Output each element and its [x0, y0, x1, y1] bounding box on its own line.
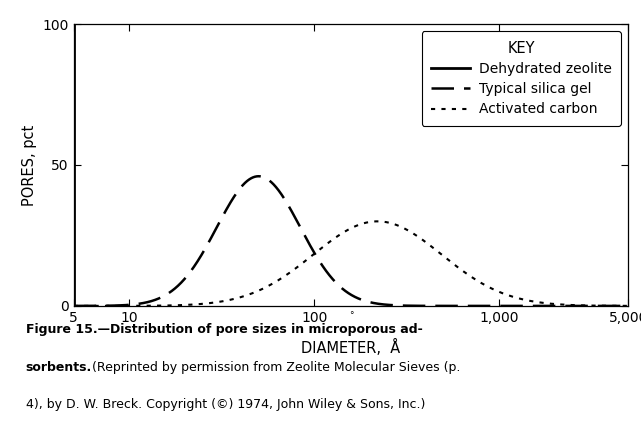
- Dehydrated zeolite: [70, 303, 78, 309]
- Activated carbon: [624, 303, 632, 309]
- Typical silica gel: [70, 303, 78, 309]
- Activated carbon: [613, 303, 621, 309]
- Activated carbon: [166, 303, 174, 308]
- Y-axis label: PORES, pct: PORES, pct: [22, 125, 37, 205]
- Typical silica gel: [283, 200, 290, 205]
- Typical silica gel: [613, 303, 621, 309]
- Typical silica gel: [554, 303, 562, 309]
- Activated carbon: [374, 219, 381, 224]
- Activated carbon: [70, 303, 78, 309]
- Activated carbon: [554, 302, 562, 307]
- Text: °: °: [349, 311, 354, 320]
- Dehydrated zeolite: [70, 301, 78, 306]
- Text: 4), by D. W. Breck. Copyright (©) 1974, John Wiley & Sons, Inc.): 4), by D. W. Breck. Copyright (©) 1974, …: [26, 398, 425, 411]
- Legend: Dehydrated zeolite, Typical silica gel, Activated carbon: Dehydrated zeolite, Typical silica gel, …: [422, 31, 621, 126]
- Text: (Reprinted by permission from Zeolite Molecular Sieves (p.: (Reprinted by permission from Zeolite Mo…: [88, 361, 461, 374]
- Text: sorbents.: sorbents.: [26, 361, 92, 374]
- Line: Activated carbon: Activated carbon: [74, 222, 628, 306]
- Line: Typical silica gel: Typical silica gel: [74, 176, 628, 306]
- Typical silica gel: [624, 303, 632, 309]
- Activated carbon: [306, 254, 314, 260]
- X-axis label: DIAMETER,  Å: DIAMETER, Å: [301, 339, 401, 356]
- Text: Figure 15.—Distribution of pore sizes in microporous ad-: Figure 15.—Distribution of pore sizes in…: [26, 323, 422, 336]
- Activated carbon: [133, 303, 141, 309]
- Typical silica gel: [306, 244, 314, 249]
- Typical silica gel: [166, 290, 174, 295]
- Typical silica gel: [254, 173, 262, 179]
- Activated carbon: [283, 272, 290, 277]
- Typical silica gel: [133, 302, 141, 307]
